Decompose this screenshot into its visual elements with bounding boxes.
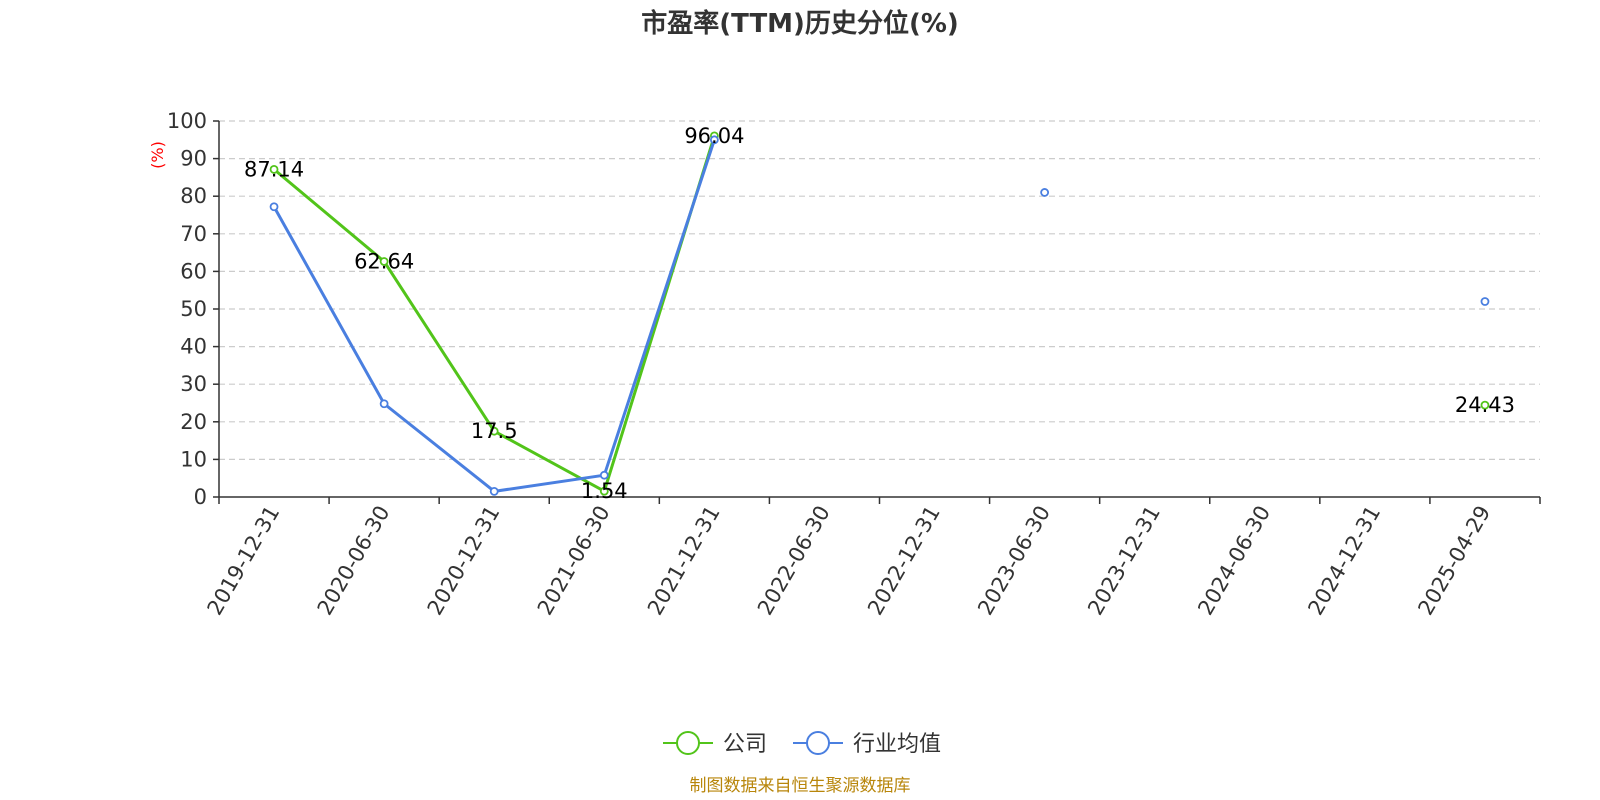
data-point-0 (599, 486, 609, 496)
data-point-1 (1480, 297, 1490, 306)
x-tick-label: 2023-12-31 (1083, 502, 1165, 620)
y-tick-label: 0 (194, 485, 207, 509)
y-tick-label: 100 (167, 109, 207, 133)
data-point-1 (489, 486, 499, 496)
axes: 0 10 20 30 40 50 60 70 80 90 100 2019-12-31 2020-06-… (167, 109, 1541, 620)
data-point-0 (489, 426, 499, 436)
legend-marker-icon (676, 731, 700, 755)
grid (219, 120, 1540, 460)
data-label: 62.64 (354, 249, 414, 273)
data-point-1 (269, 202, 279, 212)
data-label: 1.54 (581, 479, 628, 503)
y-tick-label: 90 (180, 147, 207, 171)
x-tick-label: 2020-12-31 (423, 502, 505, 620)
legend[interactable]: 公司 行业均值 (663, 731, 941, 757)
data-point-1 (1040, 188, 1050, 197)
x-tick-label: 2022-12-31 (863, 502, 945, 620)
x-tick-label: 2023-06-30 (973, 502, 1055, 620)
x-tick-label: 2019-12-31 (203, 502, 285, 620)
y-tick-label: 10 (180, 447, 207, 471)
source-note: 制图数据来自恒生聚源数据库 (690, 776, 911, 796)
y-tick-label: 50 (180, 297, 207, 321)
y-tick-label: 80 (180, 184, 207, 208)
data-point-1 (599, 470, 609, 480)
y-tick-label: 30 (180, 372, 207, 396)
chart-title: 市盈率(TTM)历史分位(%) (641, 8, 959, 39)
y-tick-label: 20 (180, 410, 207, 434)
x-tick-label: 2022-06-30 (753, 502, 835, 620)
legend-marker-icon (806, 731, 830, 755)
legend-label: 行业均值 (853, 732, 941, 757)
data-point-1 (379, 399, 389, 409)
y-axis-unit: (%) (148, 141, 167, 169)
data-label: 17.5 (471, 419, 518, 443)
x-tick-label: 2021-06-30 (533, 502, 615, 620)
y-tick-label: 60 (180, 259, 207, 283)
data-label: 87.14 (244, 157, 304, 181)
legend-item-1[interactable]: 行业均值 (793, 731, 941, 757)
legend-label: 公司 (723, 732, 767, 757)
y-tick-label: 40 (180, 335, 207, 359)
data-point-0 (1480, 400, 1490, 410)
x-tick-label: 2020-06-30 (313, 502, 395, 620)
legend-item-0[interactable]: 公司 (663, 731, 767, 757)
y-tick-label: 70 (180, 222, 207, 246)
data-point-0 (269, 164, 279, 174)
data-label: 24.43 (1455, 393, 1515, 417)
data-point-0 (379, 257, 389, 266)
series-layer (269, 131, 1490, 496)
x-tick-label: 2024-06-30 (1193, 502, 1275, 620)
x-tick-label: 2024-12-31 (1303, 502, 1385, 620)
x-tick-label: 2025-04-29 (1413, 502, 1495, 620)
data-labels: 87.14 62.64 17.5 1.54 96.04 24.43 (244, 124, 1515, 503)
x-tick-label: 2021-12-31 (643, 502, 725, 620)
data-point-1 (709, 135, 719, 145)
data-label: 96.04 (684, 124, 744, 148)
